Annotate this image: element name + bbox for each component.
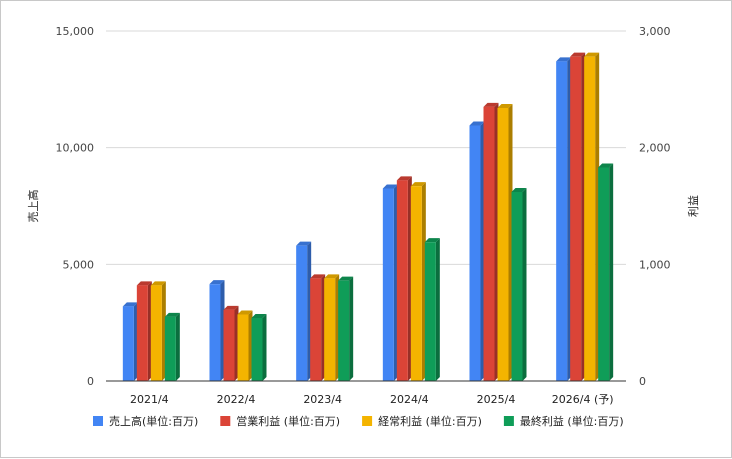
category-label: 2024/4: [390, 393, 429, 406]
bar: [410, 182, 426, 381]
bars: [122, 52, 614, 382]
bar: [382, 184, 398, 381]
bar: [424, 238, 440, 381]
legend-label: 最終利益 (単位:百万): [520, 414, 624, 428]
bar: [209, 280, 225, 381]
bar: [324, 274, 340, 381]
bar: [136, 281, 152, 381]
grid-lines: [106, 30, 626, 265]
bar: [584, 52, 600, 382]
bar: [570, 52, 586, 382]
bar: [483, 102, 499, 381]
bar: [338, 276, 354, 381]
category-label: 2026/4 (予): [552, 393, 614, 406]
bar: [150, 281, 166, 381]
bar: [497, 104, 513, 381]
legend-label: 営業利益 (単位:百万): [236, 414, 340, 428]
bar: [598, 163, 614, 381]
bar: [511, 188, 527, 381]
bar: [237, 310, 253, 381]
category-labels: 2021/4 2022/4 2023/4 2024/4 2025/4 2026/4 (予): [130, 393, 614, 406]
right-tick-label: 3,000: [639, 25, 671, 38]
left-axis-ticks: 0 5,000 10,000 15,000: [56, 25, 95, 388]
category-label: 2025/4: [477, 393, 516, 406]
bar: [122, 302, 138, 381]
bar: [469, 121, 485, 381]
left-axis-title: 売上高: [26, 190, 40, 223]
legend-swatch: [503, 416, 514, 426]
right-tick-label: 1,000: [639, 258, 671, 271]
bar: [296, 241, 312, 381]
left-tick-label: 0: [87, 375, 94, 388]
left-tick-label: 15,000: [56, 25, 95, 38]
legend-swatch: [220, 416, 231, 426]
right-axis-title: 利益: [686, 195, 700, 217]
legend-swatch: [362, 416, 373, 426]
legend-item: 最終利益 (単位:百万): [503, 414, 624, 428]
legend-item: 経常利益 (単位:百万): [362, 414, 482, 428]
category-label: 2023/4: [303, 393, 342, 406]
legend-label: 売上高(単位:百万): [109, 414, 198, 428]
right-axis-ticks: 0 1,000 2,000 3,000: [639, 25, 671, 388]
right-tick-label: 2,000: [639, 142, 671, 155]
left-tick-label: 10,000: [56, 142, 95, 155]
category-label: 2021/4: [130, 393, 169, 406]
legend-item: 営業利益 (単位:百万): [220, 414, 340, 428]
bar: [164, 312, 180, 381]
legend-item: 売上高(単位:百万): [93, 414, 198, 428]
right-tick-label: 0: [639, 375, 646, 388]
bar: [556, 57, 572, 381]
bar: [310, 274, 326, 381]
legend-swatch: [93, 416, 103, 426]
bar: [396, 176, 412, 381]
category-label: 2022/4: [217, 393, 256, 406]
legend: 売上高(単位:百万) 営業利益 (単位:百万) 経常利益 (単位:百万) 最終利益 (…: [93, 414, 624, 428]
bar: [251, 314, 267, 381]
left-tick-label: 5,000: [63, 258, 95, 271]
bar: [223, 305, 239, 381]
legend-label: 経常利益 (単位:百万): [378, 414, 482, 428]
